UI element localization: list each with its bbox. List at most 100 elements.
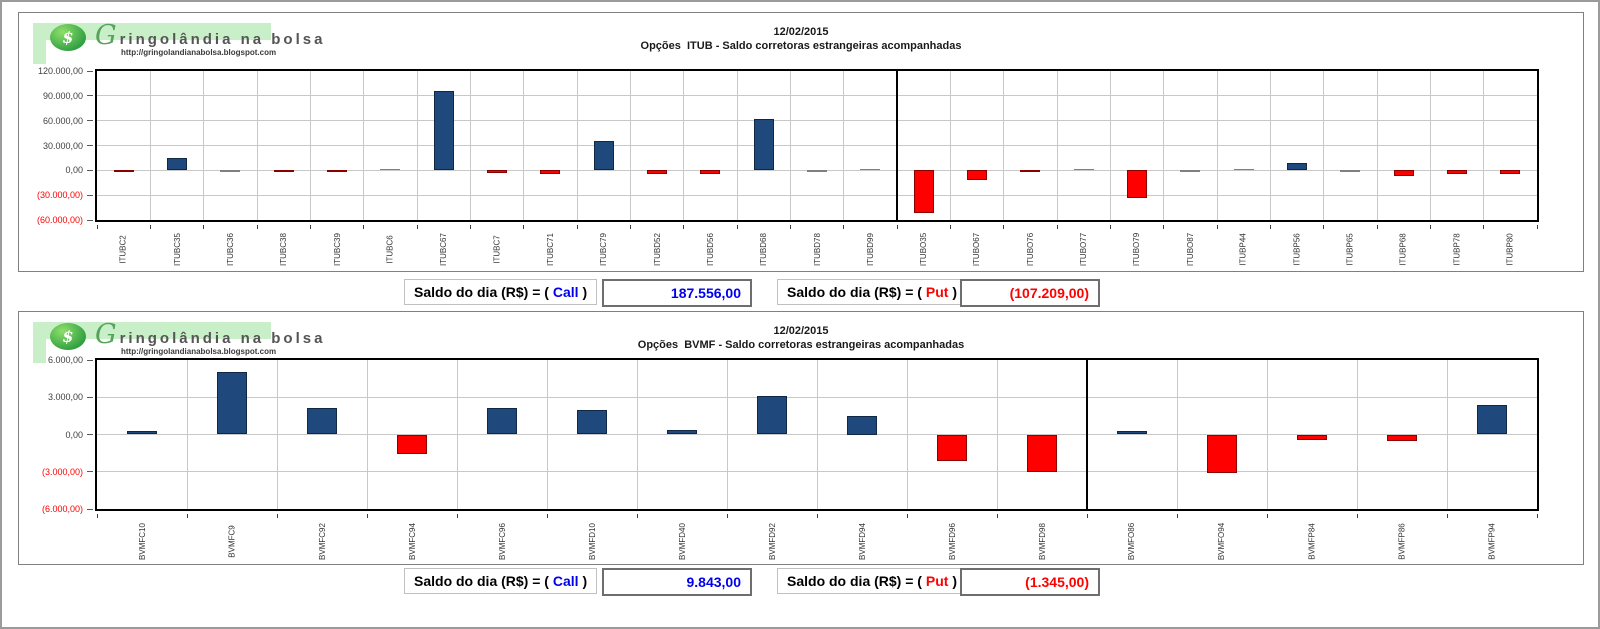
bar-BVMFC10 bbox=[127, 430, 157, 435]
y-axis-labels: 120.000,00 90.000,00 60.000,00 30.000,00 0,0… bbox=[21, 66, 93, 225]
x-tick bbox=[1429, 225, 1431, 229]
bar-BVMFC94 bbox=[397, 434, 427, 455]
gridline bbox=[636, 360, 638, 509]
gridline bbox=[256, 71, 258, 220]
x-tick bbox=[186, 514, 188, 518]
gridline bbox=[816, 360, 818, 509]
call-word: Call bbox=[552, 284, 579, 300]
x-tick bbox=[816, 514, 818, 518]
chart-subtitle: Opções ITUB - Saldo corretoras estrangei… bbox=[640, 40, 962, 52]
x-tick bbox=[546, 514, 548, 518]
y-tick bbox=[87, 359, 93, 361]
bar-ITUBC7 bbox=[486, 170, 508, 173]
gridline bbox=[186, 360, 188, 509]
site-logo: $ Gringolândia na bolsa http://gringolan… bbox=[33, 319, 322, 367]
gridline bbox=[149, 71, 151, 220]
x-tick bbox=[629, 225, 631, 229]
chart-title: 12/02/2015 Opções ITUB - Saldo corretora… bbox=[19, 25, 1583, 53]
site-url-link[interactable]: http://gringolandianabolsa.blogspot.com bbox=[121, 347, 277, 356]
bar-BVMFD96 bbox=[937, 434, 967, 461]
x-label-BVMFC9: BVMFC9 bbox=[227, 525, 237, 558]
bar-BVMFC96 bbox=[487, 408, 517, 435]
x-tick bbox=[576, 225, 578, 229]
bar-ITUBC35 bbox=[166, 157, 188, 171]
x-tick bbox=[683, 225, 685, 229]
y-tick-label: 6.000,00 bbox=[47, 355, 83, 365]
bar-ITUBO79 bbox=[1126, 170, 1148, 199]
bar-BVMFD10 bbox=[577, 409, 607, 435]
bar-ITUBO76 bbox=[1020, 170, 1041, 173]
x-label-ITUBO67: ITUBO67 bbox=[972, 232, 982, 267]
x-label-BVMFC94: BVMFC94 bbox=[407, 523, 417, 560]
gridline bbox=[309, 71, 311, 220]
gridline bbox=[1269, 71, 1271, 220]
bar-BVMFC9 bbox=[217, 371, 247, 435]
y-tick bbox=[87, 70, 93, 72]
x-axis-labels: ITUBC2 ITUBC35 ITUBC36 ITUBC38 ITUBC39 ITUBC6… bbox=[96, 225, 1538, 269]
label-prefix: Saldo do dia (R$) = ( bbox=[787, 284, 922, 300]
bvmf-summary-row: Saldo do dia (R$) = ( Call ) 9.843,00 Sa… bbox=[2, 568, 1598, 596]
gridline bbox=[1376, 71, 1378, 220]
y-tick-label: 3.000,00 bbox=[47, 392, 83, 403]
logo-band-vertical bbox=[33, 23, 46, 64]
x-tick bbox=[456, 514, 458, 518]
x-tick bbox=[1483, 225, 1485, 229]
label-suffix: ) bbox=[582, 284, 588, 300]
bar-ITUBD68 bbox=[753, 118, 774, 171]
gridline bbox=[736, 71, 738, 220]
gridline bbox=[1216, 71, 1218, 220]
chart-date: 12/02/2015 bbox=[773, 325, 829, 337]
bar-BVMFD98 bbox=[1027, 434, 1057, 472]
y-tick bbox=[87, 471, 93, 473]
x-label-ITUBC2: ITUBC2 bbox=[119, 235, 129, 264]
call-total-label: Saldo do dia (R$) = ( Call ) bbox=[404, 568, 598, 594]
gridline bbox=[843, 71, 845, 220]
bar-BVMFD94 bbox=[847, 415, 877, 435]
bar-ITUBP44 bbox=[1233, 168, 1254, 171]
x-tick bbox=[1109, 225, 1111, 229]
x-label-BVMFO94: BVMFO94 bbox=[1217, 522, 1227, 561]
plot-area bbox=[95, 358, 1539, 511]
bar-ITUBC38 bbox=[273, 170, 294, 173]
x-tick bbox=[256, 225, 258, 229]
bar-BVMFD92 bbox=[757, 396, 787, 435]
gridline bbox=[726, 360, 728, 509]
y-tick-label: 120.000,00 bbox=[37, 66, 83, 76]
x-label-BVMFP84: BVMFP84 bbox=[1307, 523, 1317, 560]
gridline bbox=[97, 95, 1537, 97]
gridline bbox=[629, 71, 631, 220]
bar-ITUBP78 bbox=[1446, 170, 1468, 174]
bar-ITUBD52 bbox=[646, 170, 668, 174]
x-label-ITUBP68: ITUBP68 bbox=[1399, 233, 1409, 266]
x-label-ITUBC39: ITUBC39 bbox=[332, 233, 342, 266]
label-prefix: Saldo do dia (R$) = ( bbox=[787, 573, 922, 589]
put-total-label: Saldo do dia (R$) = ( Put ) bbox=[777, 279, 967, 305]
x-tick bbox=[96, 514, 98, 518]
y-tick-label: (3.000,00) bbox=[41, 466, 83, 477]
bar-ITUBC6 bbox=[380, 168, 401, 171]
x-label-ITUBC7: ITUBC7 bbox=[492, 235, 502, 264]
bar-ITUBC71 bbox=[540, 170, 561, 174]
x-label-BVMFP86: BVMFP86 bbox=[1397, 523, 1407, 560]
site-url-link[interactable]: http://gringolandianabolsa.blogspot.com bbox=[121, 48, 277, 57]
x-tick bbox=[636, 514, 638, 518]
call-total-value: 187.556,00 bbox=[602, 279, 752, 307]
dollar-badge-icon: $ bbox=[50, 323, 86, 350]
y-tick-label: 0,00 bbox=[65, 429, 83, 440]
x-tick bbox=[996, 514, 998, 518]
x-tick bbox=[1163, 225, 1165, 229]
gridline bbox=[276, 360, 278, 509]
x-label-ITUBC36: ITUBC36 bbox=[225, 233, 235, 266]
x-axis-labels: BVMFC10 BVMFC9 BVMFC92 BVMFC94 BVMFC96 BVMFD1… bbox=[96, 514, 1538, 564]
gridline bbox=[97, 120, 1537, 122]
gridline bbox=[97, 145, 1537, 146]
x-tick bbox=[1176, 514, 1178, 518]
y-tick bbox=[87, 145, 93, 146]
put-word: Put bbox=[925, 284, 949, 300]
bar-BVMFP86 bbox=[1387, 434, 1417, 441]
bar-ITUBP56 bbox=[1286, 162, 1308, 171]
logo-band bbox=[33, 23, 271, 40]
x-tick bbox=[523, 225, 525, 229]
x-tick bbox=[363, 225, 365, 229]
bar-ITUBD99 bbox=[860, 168, 881, 171]
